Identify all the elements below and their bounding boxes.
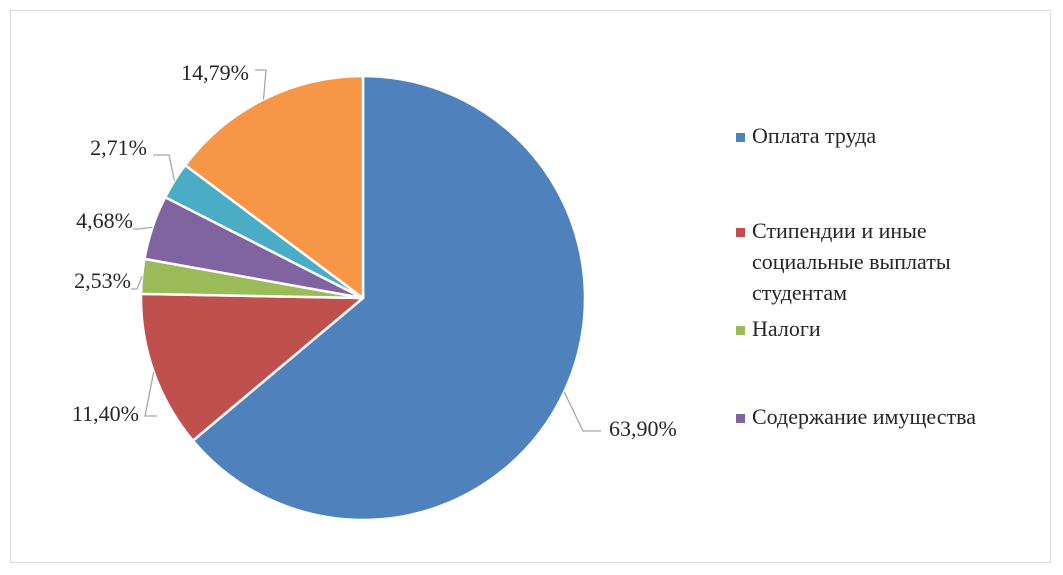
data-label: 63,90% [609, 416, 677, 441]
legend: Оплата труда Стипендии и иные социальные в… [736, 123, 976, 429]
pie-slices [139, 74, 587, 522]
leader-line [133, 226, 153, 230]
legend-label: Содержание имущества [752, 404, 976, 429]
leader-lines [131, 69, 601, 432]
legend-label: Стипендии и иные [752, 218, 927, 243]
data-label: 2,71% [90, 135, 147, 160]
legend-label: Оплата труда [752, 123, 876, 148]
data-label: 4,68% [76, 208, 133, 233]
leader-line [131, 276, 143, 290]
leader-line [563, 391, 601, 432]
legend-entry: Стипендии и иные социальные выплаты студен… [736, 218, 951, 305]
leader-line [153, 154, 176, 181]
data-label: 11,40% [72, 401, 139, 426]
pie-slice [139, 292, 365, 442]
data-label: 14,79% [181, 60, 249, 85]
legend-label: студентам [752, 280, 847, 305]
leader-line [144, 371, 157, 417]
legend-entry: Содержание имущества [736, 404, 976, 429]
chart-frame: 63,90% 11,40% 2,53% 4,68% 2,71% 14,79% Оплата… [10, 10, 1051, 563]
legend-swatch [736, 326, 745, 335]
legend-entry: Налоги [736, 316, 821, 341]
data-labels: 63,90% 11,40% 2,53% 4,68% 2,71% 14,79% [72, 60, 677, 441]
leader-line [255, 69, 267, 100]
legend-entry: Оплата труда [736, 123, 876, 148]
legend-swatch [736, 414, 745, 423]
data-label: 2,53% [74, 268, 131, 293]
legend-label: социальные выплаты [752, 249, 951, 274]
pie-chart: 63,90% 11,40% 2,53% 4,68% 2,71% 14,79% Оплата… [72, 60, 976, 522]
legend-swatch [736, 133, 745, 142]
legend-swatch [736, 228, 745, 237]
pie-slice [183, 74, 365, 300]
legend-label: Налоги [752, 316, 821, 341]
